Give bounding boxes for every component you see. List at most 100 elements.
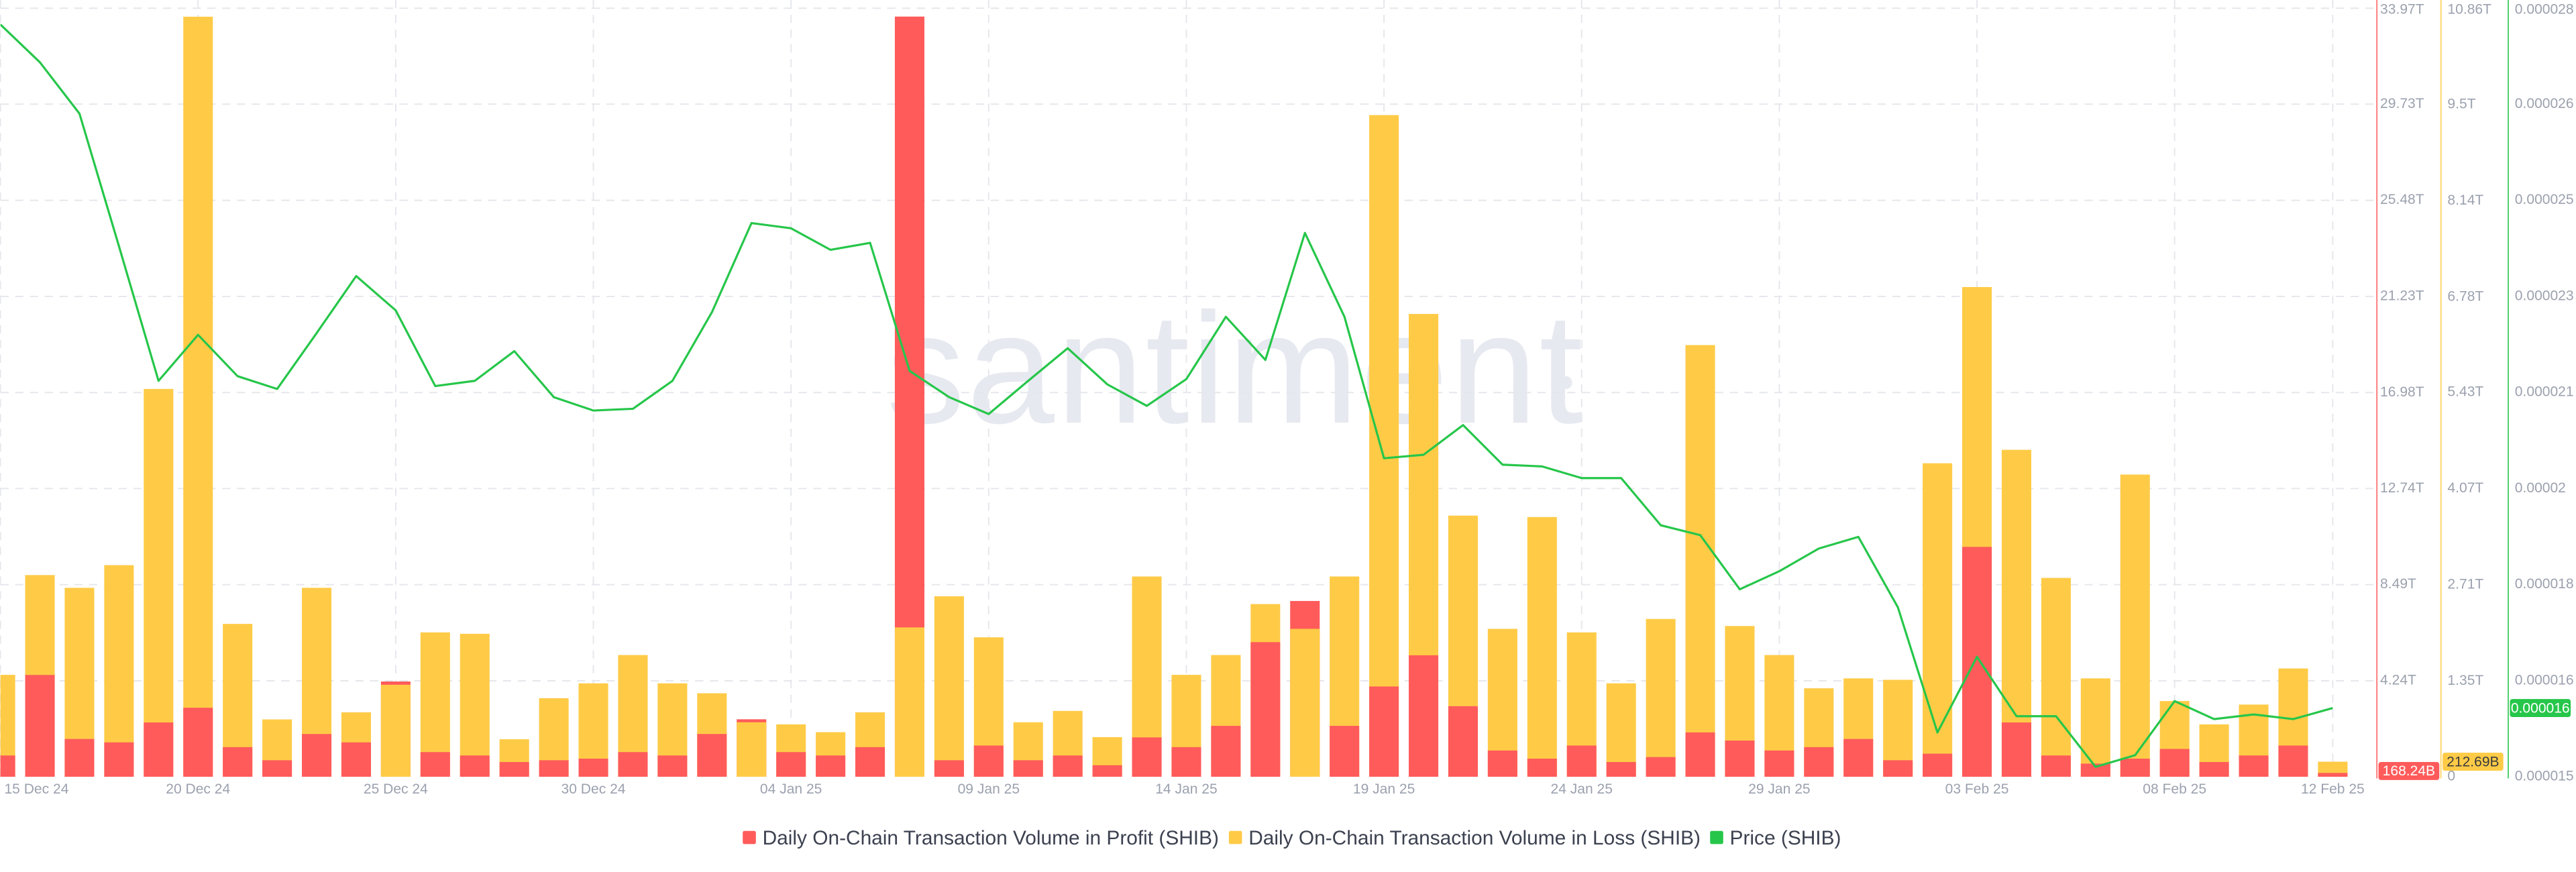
bar	[1883, 760, 1913, 777]
watermark-dot	[1558, 376, 1572, 390]
bar	[1211, 726, 1241, 777]
bar	[2080, 678, 2110, 777]
bar	[539, 760, 569, 777]
bar	[1487, 750, 1517, 777]
bar	[460, 755, 490, 777]
x-tick-label: 04 Jan 25	[760, 781, 822, 797]
legend-swatch[interactable]	[743, 830, 756, 844]
bar	[1290, 629, 1320, 777]
lines	[0, 23, 2333, 768]
bar	[104, 565, 134, 777]
bar	[301, 734, 332, 777]
bar	[1132, 737, 1162, 777]
y-tick-label: 8.49T	[2380, 576, 2416, 592]
bar	[420, 752, 450, 777]
bar	[657, 755, 688, 777]
x-tick-label: 15 Dec 24	[4, 781, 68, 797]
x-tick-label: 19 Jan 25	[1353, 781, 1415, 797]
value-label: 168.24B	[2383, 763, 2435, 779]
value-badge	[2378, 761, 2440, 780]
bar	[2120, 474, 2150, 777]
bar	[1171, 747, 1201, 777]
legend-label[interactable]: Price (SHIB)	[1730, 827, 1841, 849]
bar	[855, 747, 885, 777]
x-tick-label: 14 Jan 25	[1155, 781, 1217, 797]
y-tick-label: 0.000028	[2515, 1, 2574, 17]
x-tick-label: 24 Jan 25	[1551, 781, 1613, 797]
legend-label[interactable]: Daily On-Chain Transaction Volume in Pro…	[763, 827, 1219, 849]
bar	[380, 684, 411, 777]
bar	[1250, 642, 1281, 777]
y-tick-label: 16.98T	[2380, 384, 2424, 400]
x-tick-label: 08 Feb 25	[2143, 781, 2206, 797]
bar	[816, 755, 846, 777]
bar	[1843, 739, 1874, 777]
x-tick-label: 12 Feb 25	[2301, 781, 2365, 797]
y-tick-label: 0.000021	[2515, 384, 2574, 400]
bar	[25, 675, 55, 777]
y-tick-label: 0	[2447, 769, 2455, 784]
y-tick-label: 0.000026	[2515, 96, 2574, 111]
y-tick-label: 29.73T	[2380, 96, 2424, 111]
bar	[2159, 749, 2190, 777]
bar	[104, 742, 134, 777]
bar	[223, 747, 253, 777]
bar	[1448, 706, 1478, 777]
bar	[2120, 759, 2150, 777]
legend: Daily On-Chain Transaction Volume in Pro…	[743, 827, 1841, 849]
x-tick-label: 03 Feb 25	[1945, 781, 2009, 797]
bar	[618, 752, 648, 777]
bar	[1606, 762, 1636, 777]
y-tick-label: 4.24T	[2380, 673, 2416, 688]
legend-swatch[interactable]	[1710, 830, 1723, 844]
y-tick-label: 0.000018	[2515, 576, 2574, 592]
bar	[1527, 759, 1557, 777]
y-tick-label: 25.48T	[2380, 192, 2424, 207]
bar	[934, 596, 964, 777]
bar	[934, 760, 964, 777]
bar	[2001, 449, 2031, 777]
y-tick-label: 0.000016	[2515, 672, 2574, 688]
bar	[578, 759, 608, 777]
y-tick-label: 10.86T	[2447, 1, 2491, 17]
bar	[1566, 745, 1597, 777]
bar	[1369, 686, 1399, 777]
bar	[2001, 722, 2031, 777]
bar	[1685, 732, 1715, 777]
value-badge	[2443, 753, 2504, 771]
bar	[0, 675, 15, 777]
bar	[1804, 747, 1834, 777]
value-label: 212.69B	[2447, 754, 2499, 769]
y-tick-label: 6.78T	[2447, 288, 2483, 304]
bar	[1764, 750, 1794, 777]
y-tick-label: 0.000025	[2515, 192, 2574, 207]
x-tick-label: 25 Dec 24	[364, 781, 428, 797]
bars	[0, 16, 2348, 777]
legend-label[interactable]: Daily On-Chain Transaction Volume in Los…	[1248, 827, 1701, 849]
legend-swatch[interactable]	[1228, 830, 1242, 844]
y-tick-label: 0.00002	[2515, 480, 2566, 496]
bar	[1527, 516, 1557, 777]
y-tick-label: 5.43T	[2447, 384, 2483, 400]
bar	[341, 742, 371, 777]
bar	[1053, 755, 1083, 777]
bar	[183, 708, 213, 777]
bar	[2080, 763, 2110, 777]
x-tick-label: 29 Jan 25	[1748, 781, 1810, 797]
watermark: santiment	[886, 280, 1585, 456]
bar	[1962, 547, 1992, 777]
bar	[1408, 655, 1439, 777]
bar	[0, 755, 15, 777]
bar	[737, 722, 767, 777]
bar	[2041, 578, 2071, 777]
bar	[894, 627, 924, 777]
bar	[1685, 345, 1715, 777]
x-tick-label: 20 Dec 24	[166, 781, 230, 797]
axes: 4.24T 8.49T 12.74T 16.98T 21.23T 25.48T 29.73T…	[4, 0, 2574, 797]
y-tick-label: 2.71T	[2447, 577, 2483, 592]
bar	[2199, 762, 2229, 777]
bar	[1092, 765, 1122, 777]
y-tick-label: 12.74T	[2380, 480, 2424, 496]
